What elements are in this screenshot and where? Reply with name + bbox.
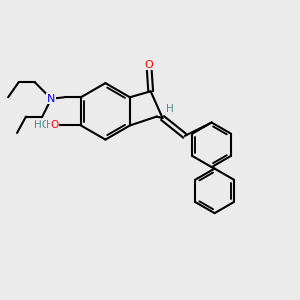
Text: H: H [46,121,54,130]
Text: H: H [166,104,174,114]
Text: O: O [50,121,59,130]
Text: O: O [145,59,154,70]
Text: HO: HO [34,121,50,130]
Text: N: N [47,94,56,104]
